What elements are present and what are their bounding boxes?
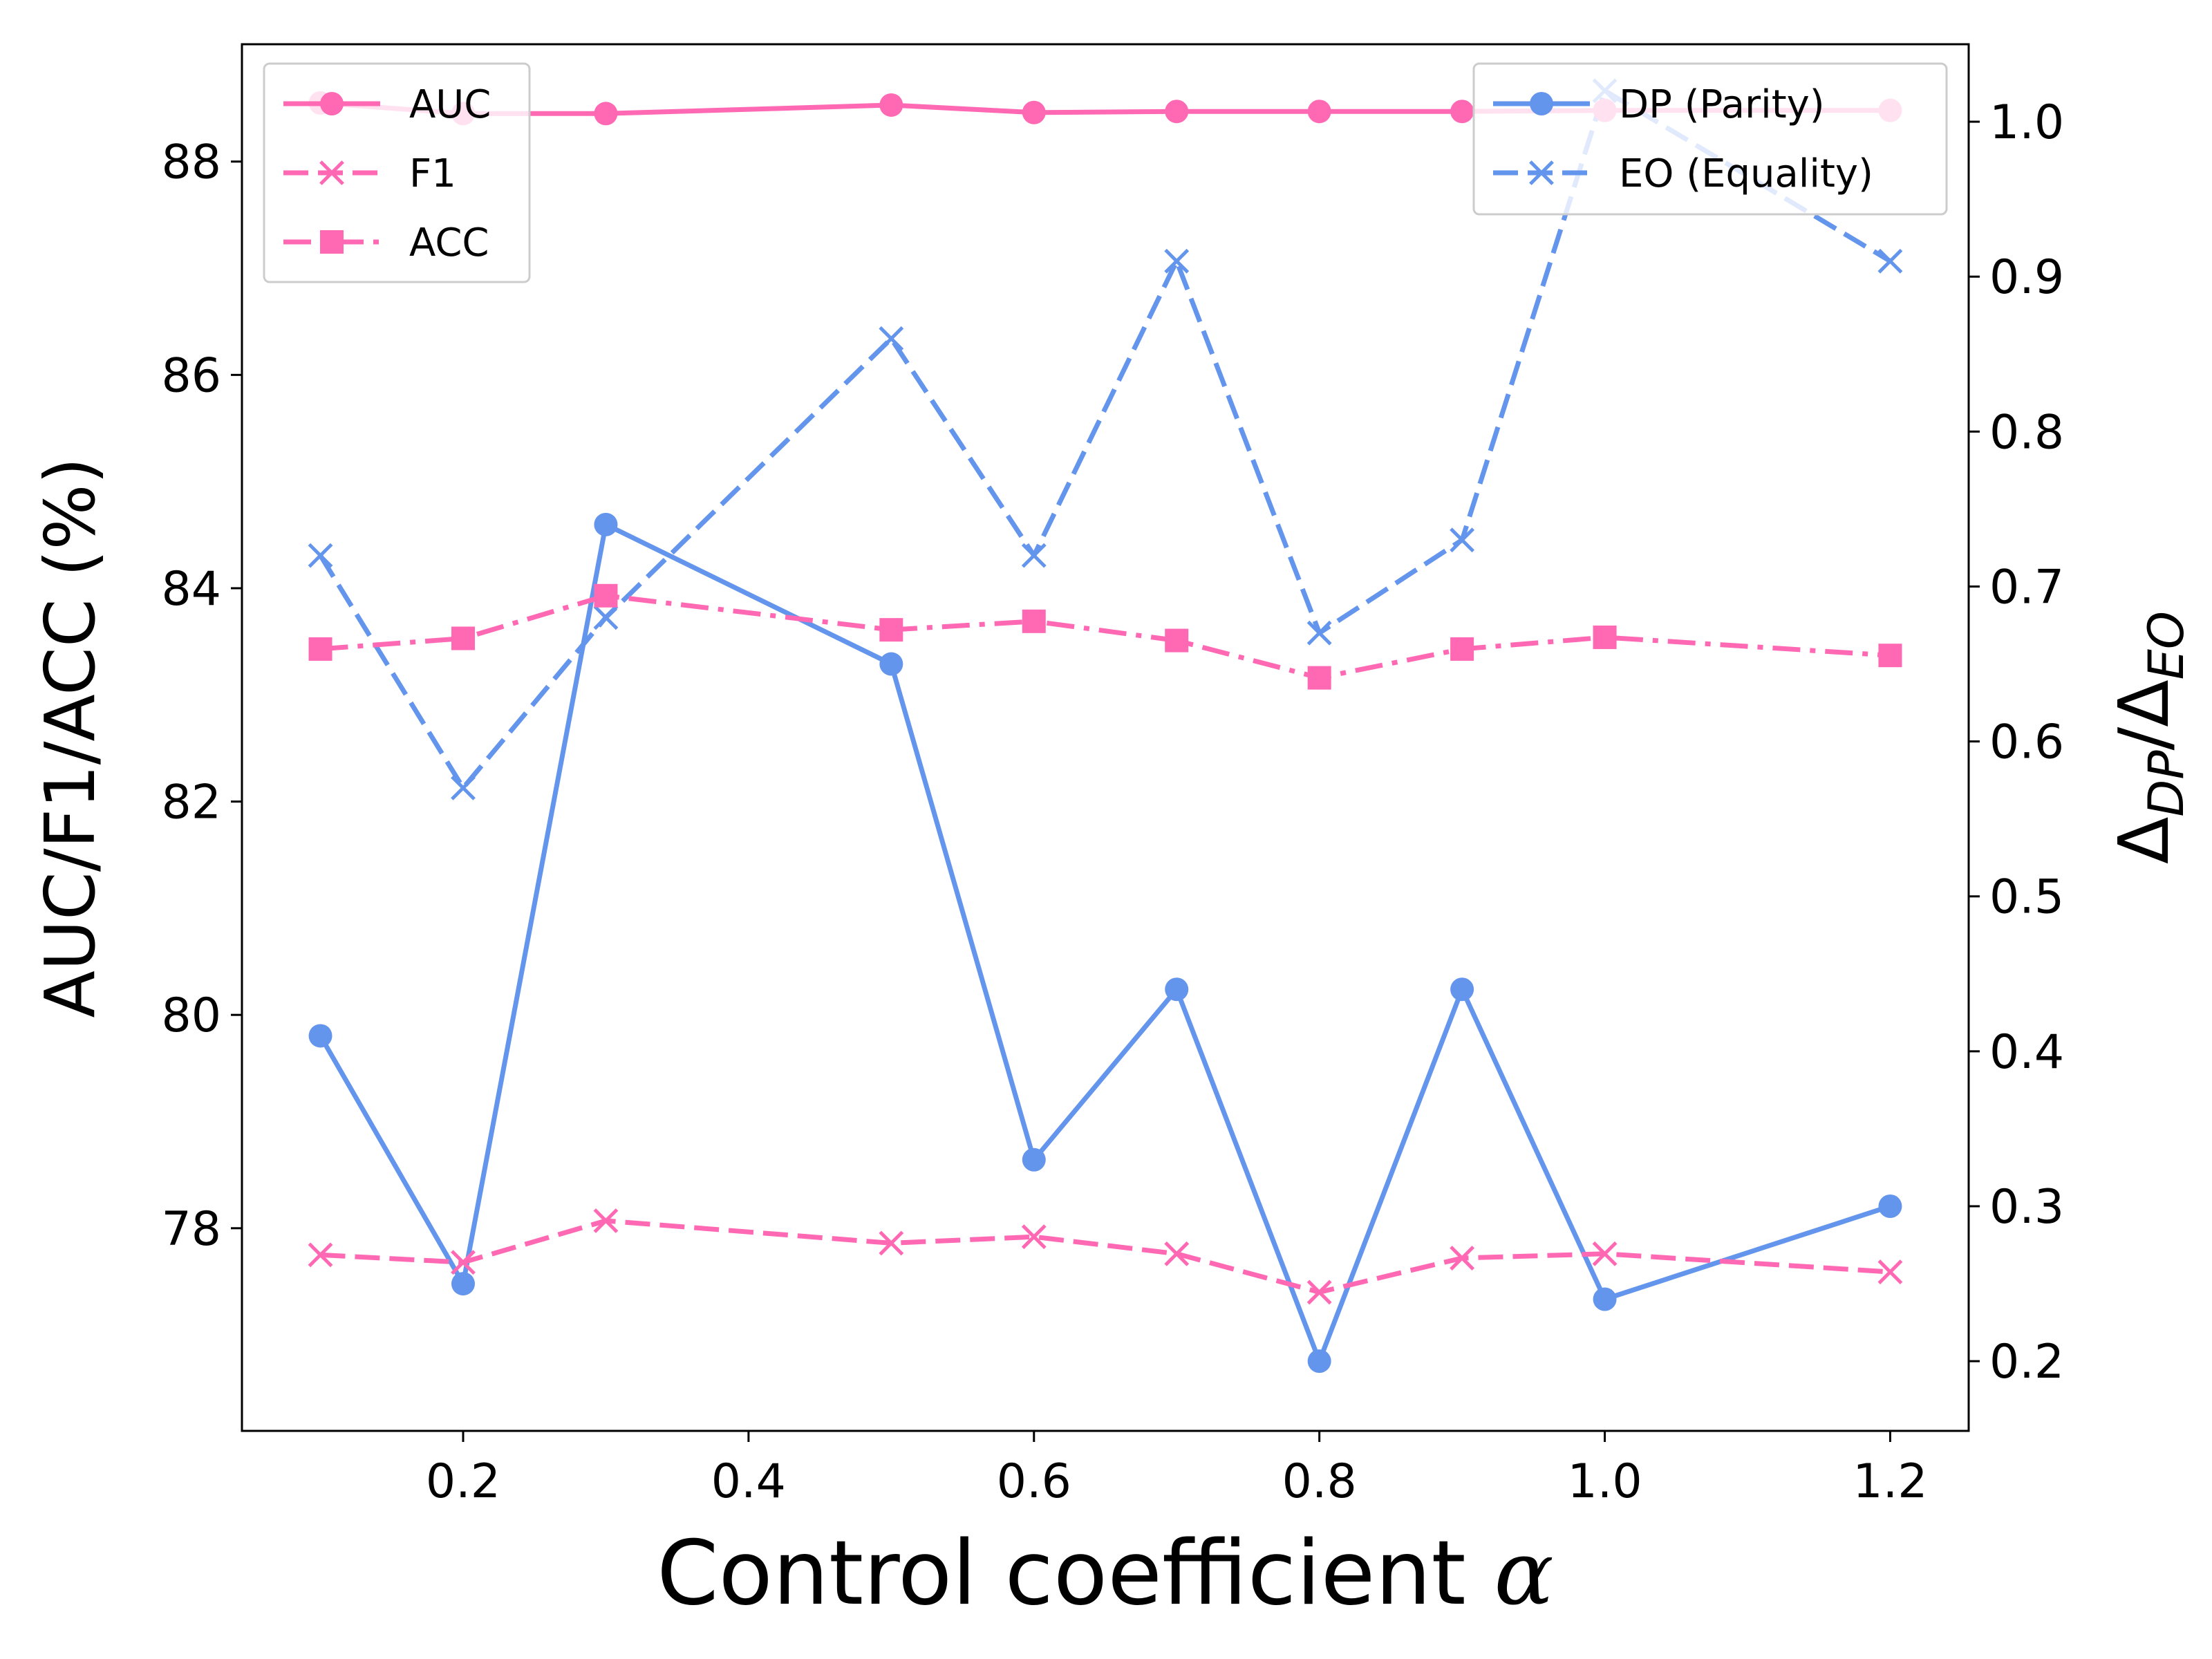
x-tick-label: 1.0 bbox=[1567, 1454, 1642, 1509]
series-acc-point-9 bbox=[1878, 644, 1902, 668]
series-f1-point-8 bbox=[1592, 1241, 1618, 1266]
y-left-tick-label: 82 bbox=[161, 776, 221, 830]
series-eo-point-6 bbox=[1306, 620, 1332, 646]
series-f1-point-3 bbox=[879, 1230, 904, 1256]
y-left-tick-label: 78 bbox=[161, 1202, 221, 1257]
series-acc-point-7 bbox=[1450, 637, 1474, 661]
plot-frame bbox=[241, 43, 1970, 1432]
legend-left-item-label: F1 bbox=[409, 151, 456, 196]
series-f1-series bbox=[308, 1208, 1903, 1305]
series-eo-point-2 bbox=[593, 605, 619, 630]
series-auc-point-7 bbox=[1450, 100, 1474, 124]
series-auc-point-2 bbox=[594, 102, 618, 126]
series-dp-point-8 bbox=[1593, 1287, 1617, 1311]
y-left-axis-title: AUC/F1/ACC (%) bbox=[30, 457, 111, 1018]
series-f1-point-0 bbox=[308, 1242, 333, 1268]
series-auc-point-4 bbox=[1022, 100, 1046, 124]
y-right-tick-label: 0.2 bbox=[1989, 1335, 2064, 1389]
legend-right-item-swatch-marker bbox=[1530, 92, 1553, 115]
series-acc-line bbox=[320, 593, 1891, 681]
series-f1-point-7 bbox=[1450, 1246, 1475, 1271]
series-acc-point-4 bbox=[1022, 609, 1046, 633]
series-dp-point-9 bbox=[1878, 1194, 1902, 1219]
series-acc-point-5 bbox=[1165, 628, 1189, 653]
legend-right-item-label: EO (Equality) bbox=[1619, 151, 1873, 196]
series-auc-point-5 bbox=[1165, 100, 1189, 124]
y-right-tick-label: 0.4 bbox=[1989, 1025, 2064, 1080]
series-eo-line bbox=[318, 88, 1892, 791]
y-right-tick-label: 0.5 bbox=[1989, 870, 2064, 925]
series-dp-series bbox=[308, 512, 1902, 1374]
series-dp-point-4 bbox=[1022, 1147, 1046, 1172]
series-dp-point-0 bbox=[308, 1024, 332, 1048]
y-right-tick-label: 0.6 bbox=[1989, 715, 2064, 770]
series-f1-point-1 bbox=[451, 1250, 476, 1275]
series-f1-point-9 bbox=[1877, 1259, 1903, 1284]
y-right-tick-label: 0.7 bbox=[1989, 560, 2064, 615]
legend-left-item-swatch-marker bbox=[319, 160, 344, 185]
plot-area bbox=[308, 78, 1903, 1374]
legend-left-item-label: AUC bbox=[409, 82, 491, 127]
series-dp-point-6 bbox=[1307, 1349, 1331, 1374]
series-acc-series bbox=[308, 583, 1902, 690]
series-eo-point-3 bbox=[879, 326, 904, 351]
series-acc-point-1 bbox=[451, 626, 475, 650]
legend-right-item-box bbox=[1472, 62, 1948, 216]
series-acc-point-3 bbox=[879, 618, 903, 642]
series-auc-point-3 bbox=[879, 93, 903, 117]
series-eo-point-1 bbox=[451, 775, 476, 800]
series-eo-point-4 bbox=[1021, 543, 1047, 568]
legend-right-item-swatch-marker bbox=[1529, 160, 1554, 185]
series-acc-point-6 bbox=[1307, 666, 1331, 690]
series-dp-line bbox=[318, 522, 1891, 1364]
y-left-tick-label: 80 bbox=[161, 988, 221, 1043]
legend-left-item-swatch-marker bbox=[320, 230, 344, 254]
y-right-tick-label: 0.9 bbox=[1989, 250, 2064, 305]
series-eo-point-0 bbox=[308, 543, 333, 568]
y-left-tick-label: 86 bbox=[161, 348, 221, 403]
y-right-axis-title: ΔDP/ΔEO bbox=[2103, 611, 2195, 864]
y-right-tick-label: 1.0 bbox=[1989, 95, 2064, 150]
series-auc-point-6 bbox=[1307, 100, 1331, 124]
y-left-tick-label: 84 bbox=[161, 562, 221, 617]
series-f1-point-4 bbox=[1021, 1224, 1047, 1250]
x-axis-title: Control coefficient α bbox=[657, 1522, 1554, 1625]
series-eo-point-9 bbox=[1877, 248, 1903, 274]
series-acc-point-2 bbox=[594, 583, 618, 608]
series-eo-point-5 bbox=[1164, 248, 1190, 274]
legend-right: DP (Parity) EO (Equality) bbox=[1472, 62, 1948, 216]
x-tick-label: 0.6 bbox=[997, 1454, 1071, 1509]
legend-left-item-label: ACC bbox=[409, 221, 489, 265]
y-right-tick-label: 0.3 bbox=[1989, 1180, 2064, 1235]
x-tick-label: 0.8 bbox=[1282, 1454, 1357, 1509]
y-left-tick-label: 88 bbox=[161, 135, 221, 190]
series-f1-point-6 bbox=[1306, 1280, 1332, 1305]
series-dp-point-7 bbox=[1450, 977, 1474, 1002]
series-acc-point-0 bbox=[308, 637, 332, 661]
x-tick-label: 0.2 bbox=[426, 1454, 500, 1509]
series-dp-point-1 bbox=[451, 1272, 475, 1296]
series-acc-point-8 bbox=[1593, 625, 1617, 649]
series-f1-line bbox=[320, 1218, 1891, 1295]
series-dp-point-2 bbox=[594, 512, 618, 536]
series-f1-point-2 bbox=[593, 1208, 619, 1233]
legend-left-item-swatch-marker bbox=[320, 92, 344, 115]
legend-right-item-label: DP (Parity) bbox=[1619, 82, 1825, 127]
legend-left-item-box bbox=[263, 62, 531, 283]
x-tick-label: 0.4 bbox=[711, 1454, 786, 1509]
series-f1-point-5 bbox=[1164, 1241, 1190, 1266]
series-dp-point-5 bbox=[1165, 977, 1189, 1002]
series-eo-point-7 bbox=[1450, 527, 1475, 553]
y-right-tick-label: 0.8 bbox=[1989, 405, 2064, 460]
x-tick-label: 1.2 bbox=[1853, 1454, 1927, 1509]
axes: 0.2 0.4 0.6 0.8 1.0 1.2 78 80 82 84 86 88 0.2 0.3 0.4 0… bbox=[30, 43, 2195, 1625]
legend-left: AUC F1 ACC bbox=[263, 62, 531, 283]
series-dp-point-3 bbox=[879, 652, 903, 676]
